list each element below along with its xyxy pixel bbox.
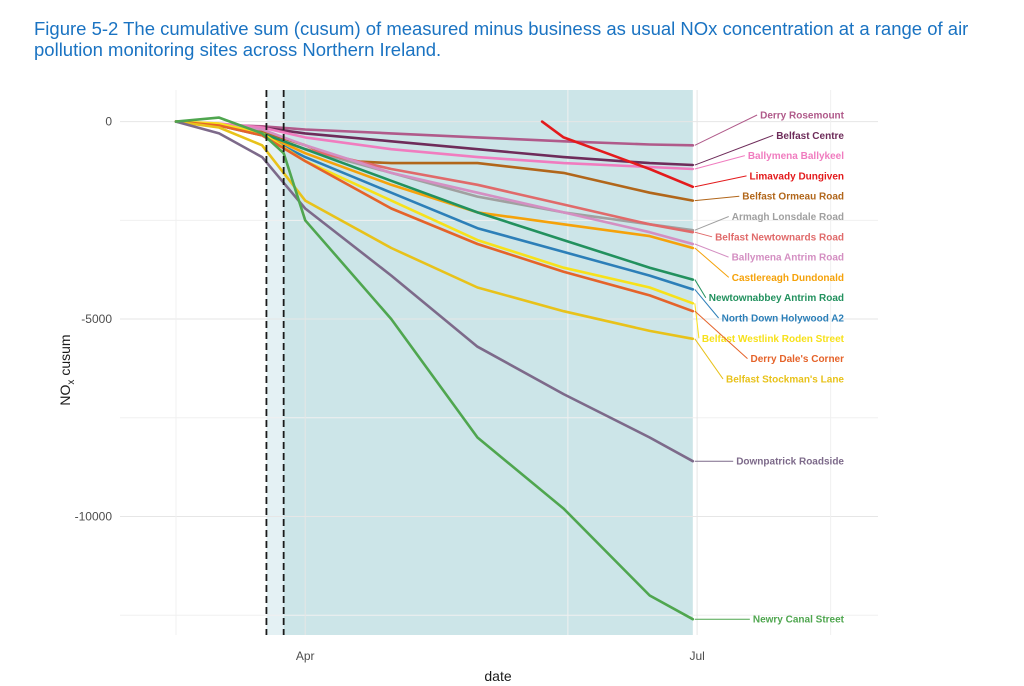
x-axis-title: date	[484, 668, 511, 684]
y-tick-label: -5000	[81, 312, 112, 326]
series-label-derry-dale-s-corner: Derry Dale's Corner	[750, 354, 844, 365]
axis-ticks: 0 -5000 -10000 Apr Jul	[75, 115, 705, 663]
series-line-belfast-stockman-s-lane	[174, 120, 695, 341]
y-tick-label: 0	[105, 115, 112, 129]
lockdown-markers	[265, 90, 285, 635]
series-line-ballymena-ballykeel	[174, 120, 695, 171]
leader-line-belfast-newtownards-road	[694, 231, 713, 238]
leader-line-derry-rosemount	[694, 114, 758, 146]
series-label-derry-rosemount: Derry Rosemount	[760, 111, 845, 122]
series-line-derry-dale-s-corner	[174, 120, 695, 313]
series-label-downpatrick-roadside: Downpatrick Roadside	[736, 457, 844, 468]
y-axis-title: NOx cusum	[57, 334, 77, 405]
series-label-armagh-lonsdale-road: Armagh Lonsdale Road	[732, 212, 844, 223]
figure-caption: Figure 5-2 The cumulative sum (cusum) of…	[34, 18, 969, 60]
leader-line-belfast-centre	[694, 134, 774, 166]
series-label-castlereagh-dundonald: Castlereagh Dundonald	[732, 273, 844, 284]
leader-line-ballymena-antrim-road	[694, 243, 729, 258]
leader-line-newtownabbey-antrim-road	[694, 279, 707, 298]
leader-line-armagh-lonsdale-road	[694, 216, 729, 231]
series-label-ballymena-antrim-road: Ballymena Antrim Road	[732, 253, 844, 264]
series-labels: Derry Rosemount Belfast Centre Ballymena B…	[694, 111, 845, 626]
series-line-downpatrick-roadside	[174, 120, 695, 463]
leader-line-limavady-dungiven	[694, 175, 747, 188]
series-label-belfast-newtownards-road: Belfast Newtownards Road	[715, 232, 844, 243]
y-tick-label: -10000	[75, 510, 113, 524]
leader-line-north-down-holywood-a2	[694, 289, 719, 319]
leader-line-belfast-westlink-roden-street	[694, 303, 700, 339]
series-line-belfast-westlink-roden-street	[174, 120, 695, 305]
x-tick-label: Apr	[296, 649, 315, 663]
leader-line-castlereagh-dundonald	[694, 247, 730, 278]
leader-line-derry-dale-s-corner	[694, 310, 748, 359]
series-label-newry-canal-street: Newry Canal Street	[753, 615, 845, 626]
y-axis-title-main: NO	[57, 384, 73, 405]
plot-background	[266, 90, 693, 635]
series-label-newtownabbey-antrim-road: Newtownabbey Antrim Road	[709, 293, 844, 304]
series-label-north-down-holywood-a2: North Down Holywood A2	[722, 314, 845, 325]
series-label-belfast-ormeau-road: Belfast Ormeau Road	[742, 192, 844, 203]
series-label-ballymena-ballykeel: Ballymena Ballykeel	[748, 151, 844, 162]
series-lines	[174, 116, 695, 621]
leader-line-ballymena-ballykeel	[694, 155, 745, 170]
series-line-limavady-dungiven	[540, 120, 695, 189]
series-line-newry-canal-street	[174, 116, 695, 621]
series-label-limavady-dungiven: Limavady Dungiven	[750, 171, 844, 182]
series-label-belfast-westlink-roden-street: Belfast Westlink Roden Street	[702, 334, 845, 345]
shaded-transition	[266, 90, 284, 635]
leader-line-belfast-stockman-s-lane	[694, 338, 724, 380]
leader-line-belfast-ormeau-road	[694, 195, 740, 202]
series-label-belfast-centre: Belfast Centre	[776, 131, 844, 142]
grid-lines	[120, 90, 878, 635]
series-label-belfast-stockman-s-lane: Belfast Stockman's Lane	[726, 374, 844, 385]
y-axis-title-sub: x	[66, 380, 77, 385]
y-axis-title-tail: cusum	[57, 334, 73, 379]
x-tick-label: Jul	[689, 649, 704, 663]
shaded-lockdown	[283, 90, 693, 635]
